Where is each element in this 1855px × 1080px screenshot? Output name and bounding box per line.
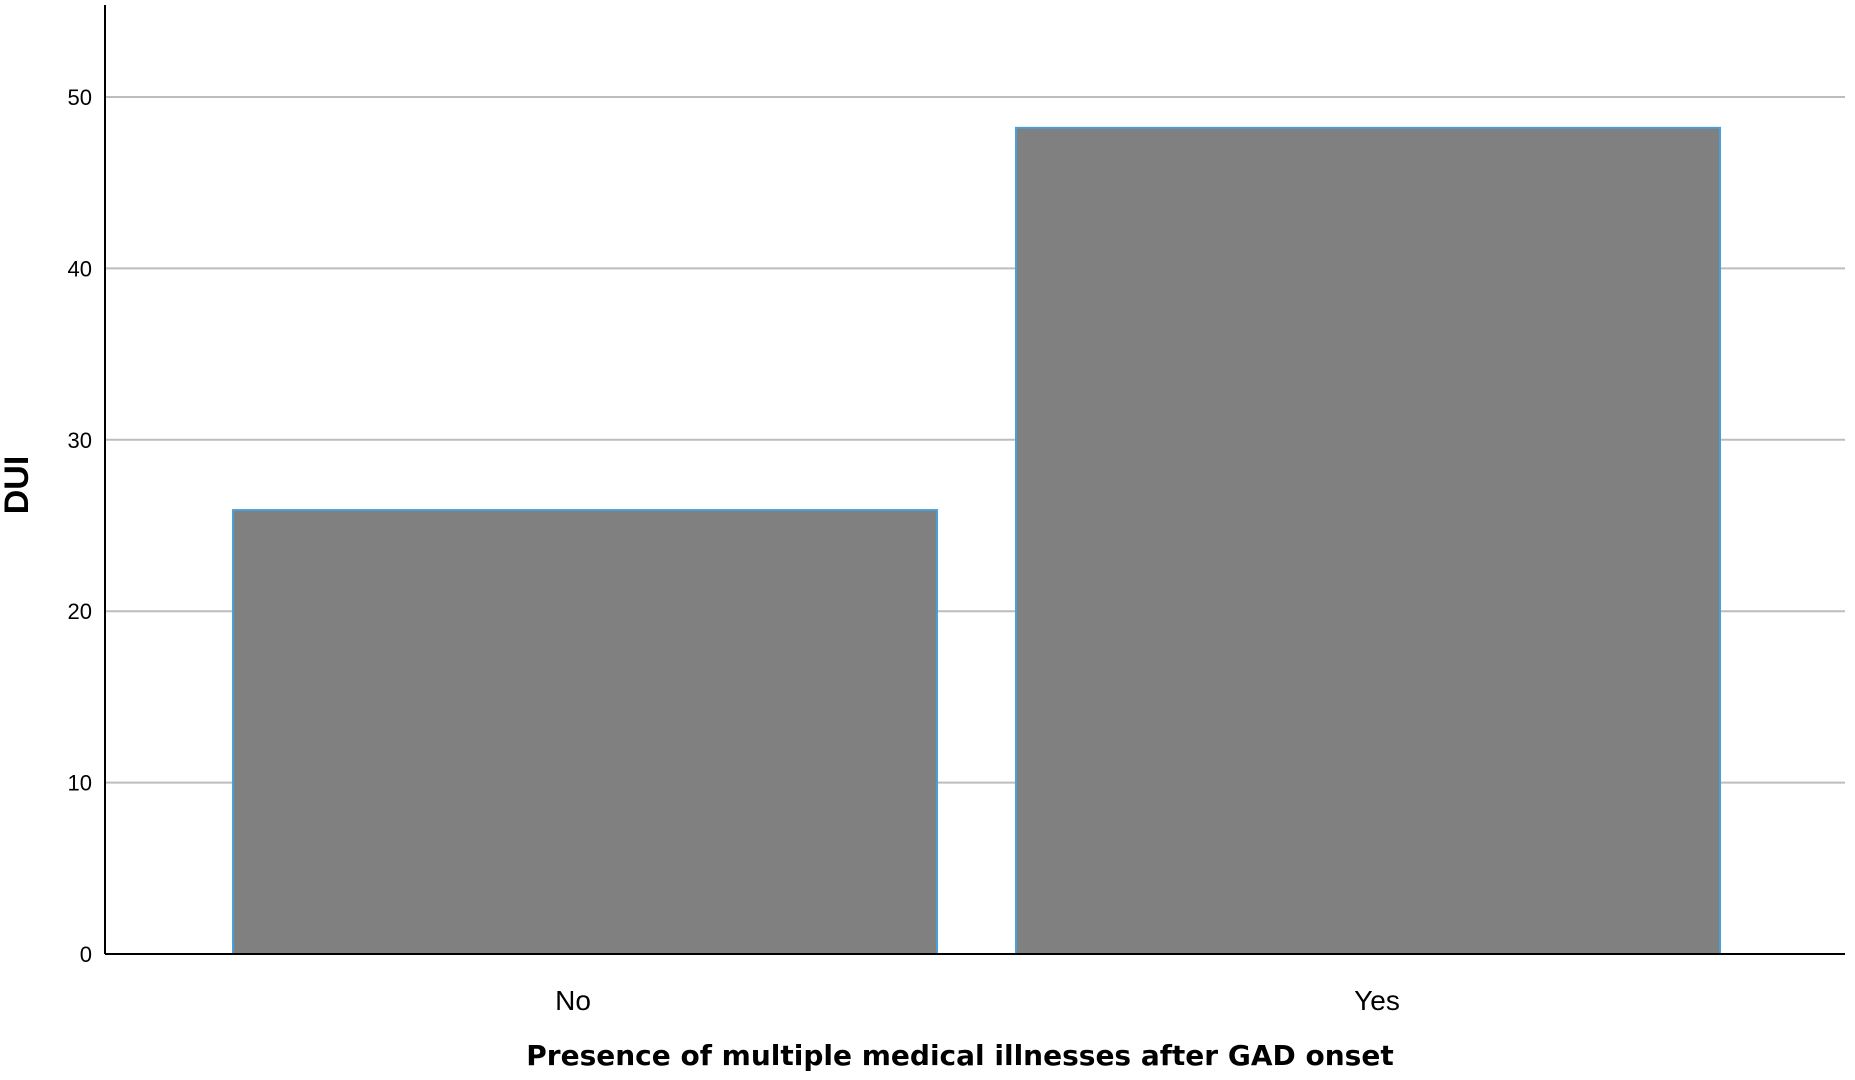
y-tick-label-0: 0 (80, 942, 92, 967)
y-tick-labels: 0 10 20 30 40 50 (68, 85, 92, 967)
x-tick-labels: No Yes (555, 985, 1400, 1016)
x-axis-title: Presence of multiple medical illnesses a… (526, 1039, 1393, 1072)
axes (104, 5, 1845, 955)
bars (232, 126, 1721, 956)
y-tick-label-10: 10 (68, 771, 92, 796)
y-tick-label-20: 20 (68, 599, 92, 624)
x-tick-label-no: No (555, 985, 591, 1016)
y-tick-label-30: 30 (68, 428, 92, 453)
y-tick-label-50: 50 (68, 85, 92, 110)
bar-yes (1015, 126, 1721, 956)
bar-no (232, 509, 938, 955)
y-tick-label-40: 40 (68, 256, 92, 281)
y-axis-title: DUI (0, 456, 36, 515)
x-tick-label-yes: Yes (1354, 985, 1400, 1016)
